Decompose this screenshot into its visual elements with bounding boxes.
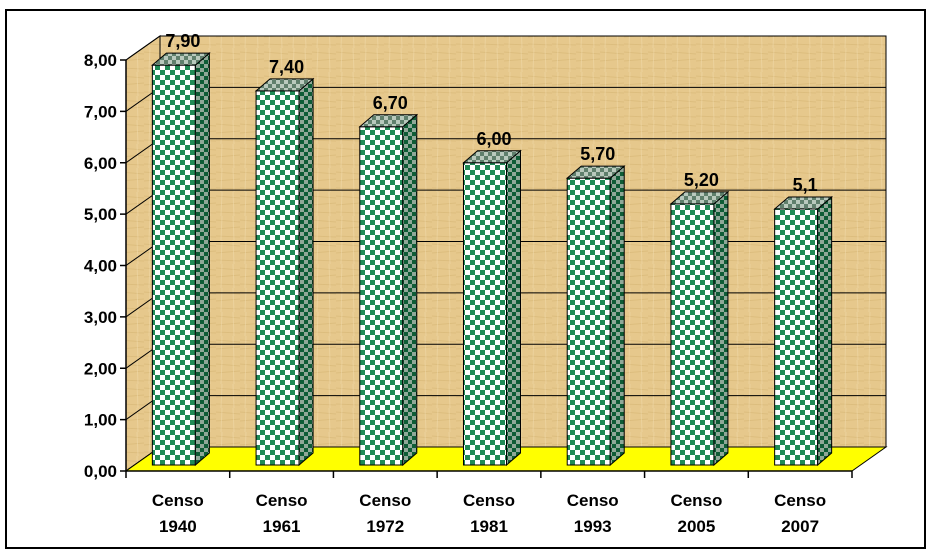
- data-label: 7,40: [269, 57, 304, 77]
- bar-side: [817, 195, 833, 467]
- y-tick-label: 3,00: [84, 308, 117, 327]
- x-tick-label: Censo: [152, 491, 204, 510]
- x-tick-label: Censo: [774, 491, 826, 510]
- bar: [773, 195, 833, 467]
- data-label: 6,70: [373, 93, 408, 113]
- bar: [358, 113, 419, 467]
- bar-front: [255, 90, 300, 466]
- bar: [462, 149, 522, 467]
- bar-top: [462, 150, 522, 164]
- labels: 0,00 1,00 2,00 3,00 4,00 5,00 6,00 7,00 8,00 7,90…: [84, 31, 826, 536]
- data-label: 5,1: [793, 175, 818, 195]
- data-label: 5,20: [684, 170, 719, 190]
- data-label: 5,70: [580, 144, 615, 164]
- bar-top: [151, 52, 211, 66]
- axes: [120, 59, 853, 478]
- bar-front: [774, 208, 819, 466]
- y-tick-label: 2,00: [84, 359, 117, 378]
- x-tick-label: Censo: [256, 491, 308, 510]
- x-tick-label: 1940: [159, 517, 197, 536]
- bar-front: [151, 64, 196, 466]
- bar-top: [773, 196, 833, 210]
- y-tick-label: 0,00: [84, 462, 117, 481]
- bar-side: [506, 149, 521, 467]
- bar-side: [402, 113, 418, 467]
- x-tick-label: 1972: [366, 517, 404, 536]
- bar-front: [359, 126, 404, 466]
- y-tick-label: 8,00: [84, 51, 117, 70]
- x-tick-label: Censo: [670, 491, 722, 510]
- bars: [151, 52, 833, 467]
- x-tick-label: 1993: [574, 517, 612, 536]
- bar-side: [609, 165, 625, 467]
- data-label: 7,90: [165, 31, 200, 51]
- bar-top: [358, 114, 419, 128]
- y-tick-label: 5,00: [84, 205, 117, 224]
- gridline: [125, 35, 886, 61]
- bar-front: [566, 177, 611, 466]
- bar-top: [565, 165, 626, 179]
- x-tick-label: Censo: [463, 491, 515, 510]
- bar-side: [713, 190, 729, 467]
- bar: [254, 77, 315, 467]
- bar-side: [298, 77, 314, 467]
- x-tick-label: 2007: [781, 517, 819, 536]
- y-tick-label: 7,00: [84, 102, 117, 121]
- bar-front: [670, 203, 715, 466]
- bar: [669, 190, 730, 467]
- x-tick-label: Censo: [567, 491, 619, 510]
- bar-top: [254, 78, 315, 92]
- y-tick-label: 6,00: [84, 154, 117, 173]
- bar-top: [669, 191, 730, 205]
- x-tick-label: Censo: [359, 491, 411, 510]
- y-tick-label: 4,00: [84, 257, 117, 276]
- x-tick-label: 2005: [678, 517, 716, 536]
- x-tick-label: 1961: [263, 517, 301, 536]
- bar-front: [463, 162, 507, 466]
- bar: [565, 165, 626, 467]
- x-tick-label: 1981: [470, 517, 508, 536]
- y-tick-label: 1,00: [84, 411, 117, 430]
- bar-side: [194, 52, 210, 467]
- data-label: 6,00: [476, 129, 511, 149]
- bar: [151, 52, 211, 467]
